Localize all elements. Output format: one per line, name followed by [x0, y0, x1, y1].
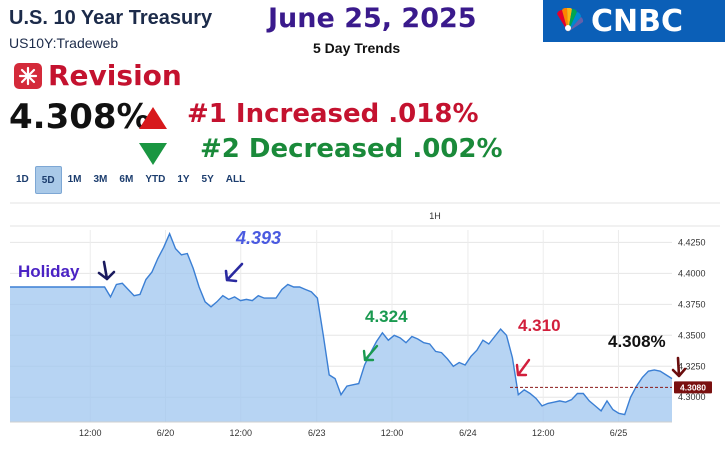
y-tick-label: 4.4250	[678, 237, 706, 247]
range-5y[interactable]: 5Y	[201, 174, 214, 185]
x-axis: 12:00 6/20 12:00 6/23 12:00 6/24 12:00 6/25	[10, 421, 672, 438]
increase-note: #1 Increased .018%	[187, 99, 479, 129]
range-3m[interactable]: 3M	[93, 174, 108, 185]
interval-label: 1H	[429, 211, 441, 221]
green-arrow-icon	[362, 344, 379, 362]
yield-chart: 1H 4.4250 4.4000 4.3750 4.3500 4.3250 4.3000 …	[10, 200, 720, 451]
y-tick-label: 4.3500	[678, 330, 706, 340]
current-yield: 4.308%	[9, 97, 151, 137]
y-axis: 4.4250 4.4000 4.3750 4.3500 4.3250 4.3000	[678, 237, 706, 402]
x-tick-label: 6/24	[459, 428, 477, 438]
x-tick-label: 12:00	[532, 428, 555, 438]
date-heading: June 25, 2025	[268, 3, 477, 34]
high-annotation: 4.393	[235, 228, 281, 248]
holiday-annotation: Holiday	[18, 262, 80, 281]
last-value-text: 4.3080	[680, 382, 706, 392]
x-tick-label: 12:00	[381, 428, 404, 438]
up-triangle-icon	[139, 107, 167, 129]
annotations: Holiday 4.393 4.324 4.310 4.308%	[18, 228, 687, 378]
revision-label: Revision	[48, 59, 182, 92]
x-tick-label: 12:00	[229, 428, 252, 438]
x-tick-label: 6/23	[308, 428, 326, 438]
y-tick-label: 4.3000	[678, 392, 706, 402]
revision-annotation: 4.310	[518, 316, 561, 335]
series-area	[10, 233, 672, 422]
range-5d[interactable]: 5D	[34, 166, 62, 194]
ticker-subtitle: US10Y:Tradeweb	[9, 35, 119, 51]
y-tick-label: 4.4000	[678, 268, 706, 278]
cnbc-logo-text: CNBC	[591, 3, 684, 39]
series-line	[10, 231, 673, 416]
trend-label: 5 Day Trends	[313, 40, 401, 56]
range-1m[interactable]: 1M	[67, 174, 82, 185]
chart-title: U.S. 10 Year Treasury	[9, 7, 213, 29]
peacock-icon	[557, 8, 584, 32]
red-arrow-icon	[515, 358, 531, 377]
y-tick-label: 4.3250	[678, 361, 706, 371]
cnbc-logo: CNBC	[543, 0, 725, 42]
down-triangle-icon	[139, 143, 167, 165]
range-1d[interactable]: 1D	[16, 174, 29, 185]
x-tick-label: 6/25	[610, 428, 628, 438]
range-selector: 1D 5D 1M 3M 6M YTD 1Y 5Y ALL	[10, 165, 251, 195]
current-annotation: 4.308%	[608, 332, 666, 351]
range-all[interactable]: ALL	[225, 174, 246, 185]
range-6m[interactable]: 6M	[119, 174, 134, 185]
range-ytd[interactable]: YTD	[145, 174, 166, 185]
y-tick-label: 4.3750	[678, 299, 706, 309]
x-tick-label: 6/20	[157, 428, 175, 438]
range-1y[interactable]: 1Y	[177, 174, 190, 185]
current-arrow-icon	[671, 356, 687, 378]
x-tick-label: 12:00	[79, 428, 102, 438]
chart-canvas: 1H 4.42504.40004.37504.35004.32504.3000 …	[10, 200, 720, 451]
last-value-badge: 4.3080	[674, 381, 712, 394]
low-annotation-green: 4.324	[365, 307, 408, 326]
siren-icon	[14, 63, 42, 89]
decrease-note: #2 Decreased .002%	[200, 134, 503, 164]
holiday-arrow-icon	[97, 260, 116, 281]
high-arrow-icon	[224, 262, 244, 283]
